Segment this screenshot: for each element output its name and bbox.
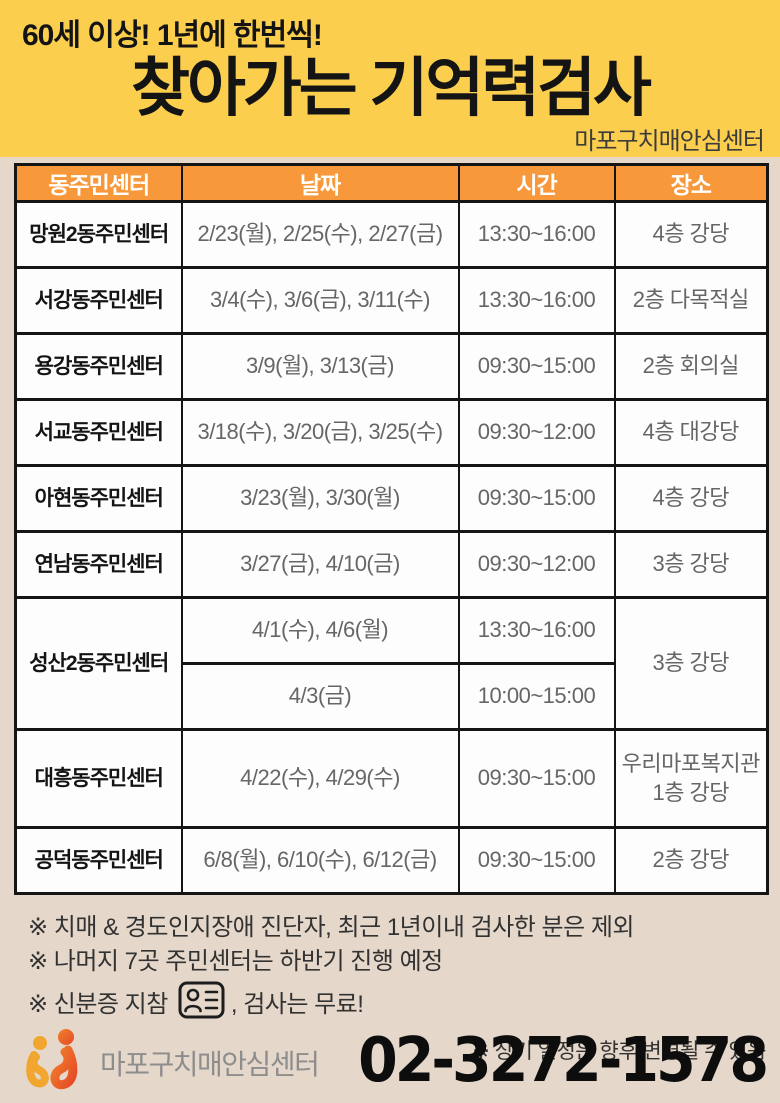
time-cell: 13:30~16:00 <box>457 200 616 269</box>
place-cell: 2층 강당 <box>613 826 769 895</box>
time-cell: 09:30~12:00 <box>457 530 616 599</box>
header-eyebrow: 60세 이상! 1년에 한번씩! <box>22 19 323 52</box>
table-row: 공덕동주민센터 6/8(월), 6/10(수), 6/12(금) 09:30~1… <box>14 826 769 895</box>
note-line: ※ 신분증 지참 , 검사는 무료! <box>28 981 766 1029</box>
note-line: ※ 나머지 7곳 주민센터는 하반기 진행 예정 <box>28 948 443 975</box>
table-row: 서강동주민센터 3/4(수), 3/6(금), 3/11(수) 13:30~16… <box>14 266 769 335</box>
note-prefix: ※ 신분증 지참 <box>28 991 168 1018</box>
date-cell: 4/3(금) <box>180 662 460 731</box>
place-cell: 4층 대강당 <box>613 398 769 467</box>
table-row: 망원2동주민센터 2/23(월), 2/25(수), 2/27(금) 13:30… <box>14 200 769 269</box>
id-card-icon <box>178 981 225 1029</box>
place-cell: 4층 강당 <box>613 200 769 269</box>
center-cell: 대흥동주민센터 <box>14 728 183 829</box>
center-cell: 연남동주민센터 <box>14 530 183 599</box>
time-cell: 09:30~15:00 <box>457 728 616 829</box>
time-cell: 13:30~16:00 <box>457 596 616 665</box>
center-cell: 서교동주민센터 <box>14 398 183 467</box>
table-header-row: 동주민센터 날짜 시간 장소 <box>14 163 769 203</box>
center-cell: 망원2동주민센터 <box>14 200 183 269</box>
time-cell: 09:30~15:00 <box>457 826 616 895</box>
place-cell: 2층 회의실 <box>613 332 769 401</box>
date-cell: 3/9(월), 3/13(금) <box>180 332 460 401</box>
header-banner: 60세 이상! 1년에 한번씩! 찾아가는 기억력검사 마포구치매안심센터 <box>0 0 780 157</box>
column-header-time: 시간 <box>457 163 616 203</box>
time-cell: 09:30~15:00 <box>457 464 616 533</box>
table-subrow: 4/3(금) 10:00~15:00 <box>16 662 768 731</box>
time-cell: 10:00~15:00 <box>457 662 616 731</box>
place-cell: 우리마포복지관 1층 강당 <box>613 728 769 829</box>
schedule-table-wrap: 동주민센터 날짜 시간 장소 망원2동주민센터 2/23(월), 2/25(수)… <box>0 157 780 895</box>
date-cell: 4/22(수), 4/29(수) <box>180 728 460 829</box>
footer: 마포구치매안심센터 02-3272-1578 <box>0 1024 780 1097</box>
phone-number: 02-3272-1578 <box>358 1024 769 1096</box>
time-cell: 09:30~15:00 <box>457 332 616 401</box>
note-line: ※ 치매 & 경도인지장애 진단자, 최근 1년이내 검사한 분은 제외 <box>28 914 634 941</box>
table-row-merged: 성산2동주민센터 4/1(수), 4/6(월) 13:30~16:00 3층 강… <box>14 596 769 731</box>
time-cell: 13:30~16:00 <box>457 266 616 335</box>
schedule-table: 동주민센터 날짜 시간 장소 망원2동주민센터 2/23(월), 2/25(수)… <box>14 163 769 895</box>
time-cell: 09:30~12:00 <box>457 398 616 467</box>
place-cell: 2층 다목적실 <box>613 266 769 335</box>
place-cell: 4층 강당 <box>613 464 769 533</box>
note-suffix: , 검사는 무료! <box>230 991 364 1018</box>
table-row: 아현동주민센터 3/23(월), 3/30(월) 09:30~15:00 4층 … <box>14 464 769 533</box>
date-cell: 6/8(월), 6/10(수), 6/12(금) <box>180 826 460 895</box>
column-header-date: 날짜 <box>180 163 460 203</box>
column-header-center: 동주민센터 <box>14 163 183 203</box>
schedule-disclaimer: ※ 상기 일정은 향후 변경될 수 있음 <box>472 1040 766 1063</box>
center-cell: 성산2동주민센터 <box>14 596 183 731</box>
center-cell: 아현동주민센터 <box>14 464 183 533</box>
date-cell: 3/4(수), 3/6(금), 3/11(수) <box>180 266 460 335</box>
table-row: 대흥동주민센터 4/22(수), 4/29(수) 09:30~15:00 우리마… <box>14 728 769 829</box>
place-cell: 3층 강당 <box>613 530 769 599</box>
header-org-name: 마포구치매안심센터 <box>574 128 765 156</box>
page-title: 찾아가는 기억력검사 <box>131 52 652 124</box>
date-cell: 4/1(수), 4/6(월) <box>180 596 460 665</box>
notes-section: ※ 치매 & 경도인지장애 진단자, 최근 1년이내 검사한 분은 제외 ※ 나… <box>28 911 767 1065</box>
center-cell: 용강동주민센터 <box>14 332 183 401</box>
place-cell: 3층 강당 <box>613 596 769 731</box>
table-row: 연남동주민센터 3/27(금), 4/10(금) 09:30~12:00 3층 … <box>14 530 769 599</box>
center-cell: 공덕동주민센터 <box>14 826 183 895</box>
people-logo-icon <box>24 1028 90 1097</box>
footer-org-name: 마포구치매안심센터 <box>100 1048 320 1080</box>
table-row: 서교동주민센터 3/18(수), 3/20(금), 3/25(수) 09:30~… <box>14 398 769 467</box>
date-cell: 3/23(월), 3/30(월) <box>180 464 460 533</box>
date-cell: 3/27(금), 4/10(금) <box>180 530 460 599</box>
date-cell: 2/23(월), 2/25(수), 2/27(금) <box>180 200 460 269</box>
center-cell: 서강동주민센터 <box>14 266 183 335</box>
column-header-place: 장소 <box>613 163 769 203</box>
table-row: 용강동주민센터 3/9(월), 3/13(금) 09:30~15:00 2층 회… <box>14 332 769 401</box>
date-cell: 3/18(수), 3/20(금), 3/25(수) <box>180 398 460 467</box>
